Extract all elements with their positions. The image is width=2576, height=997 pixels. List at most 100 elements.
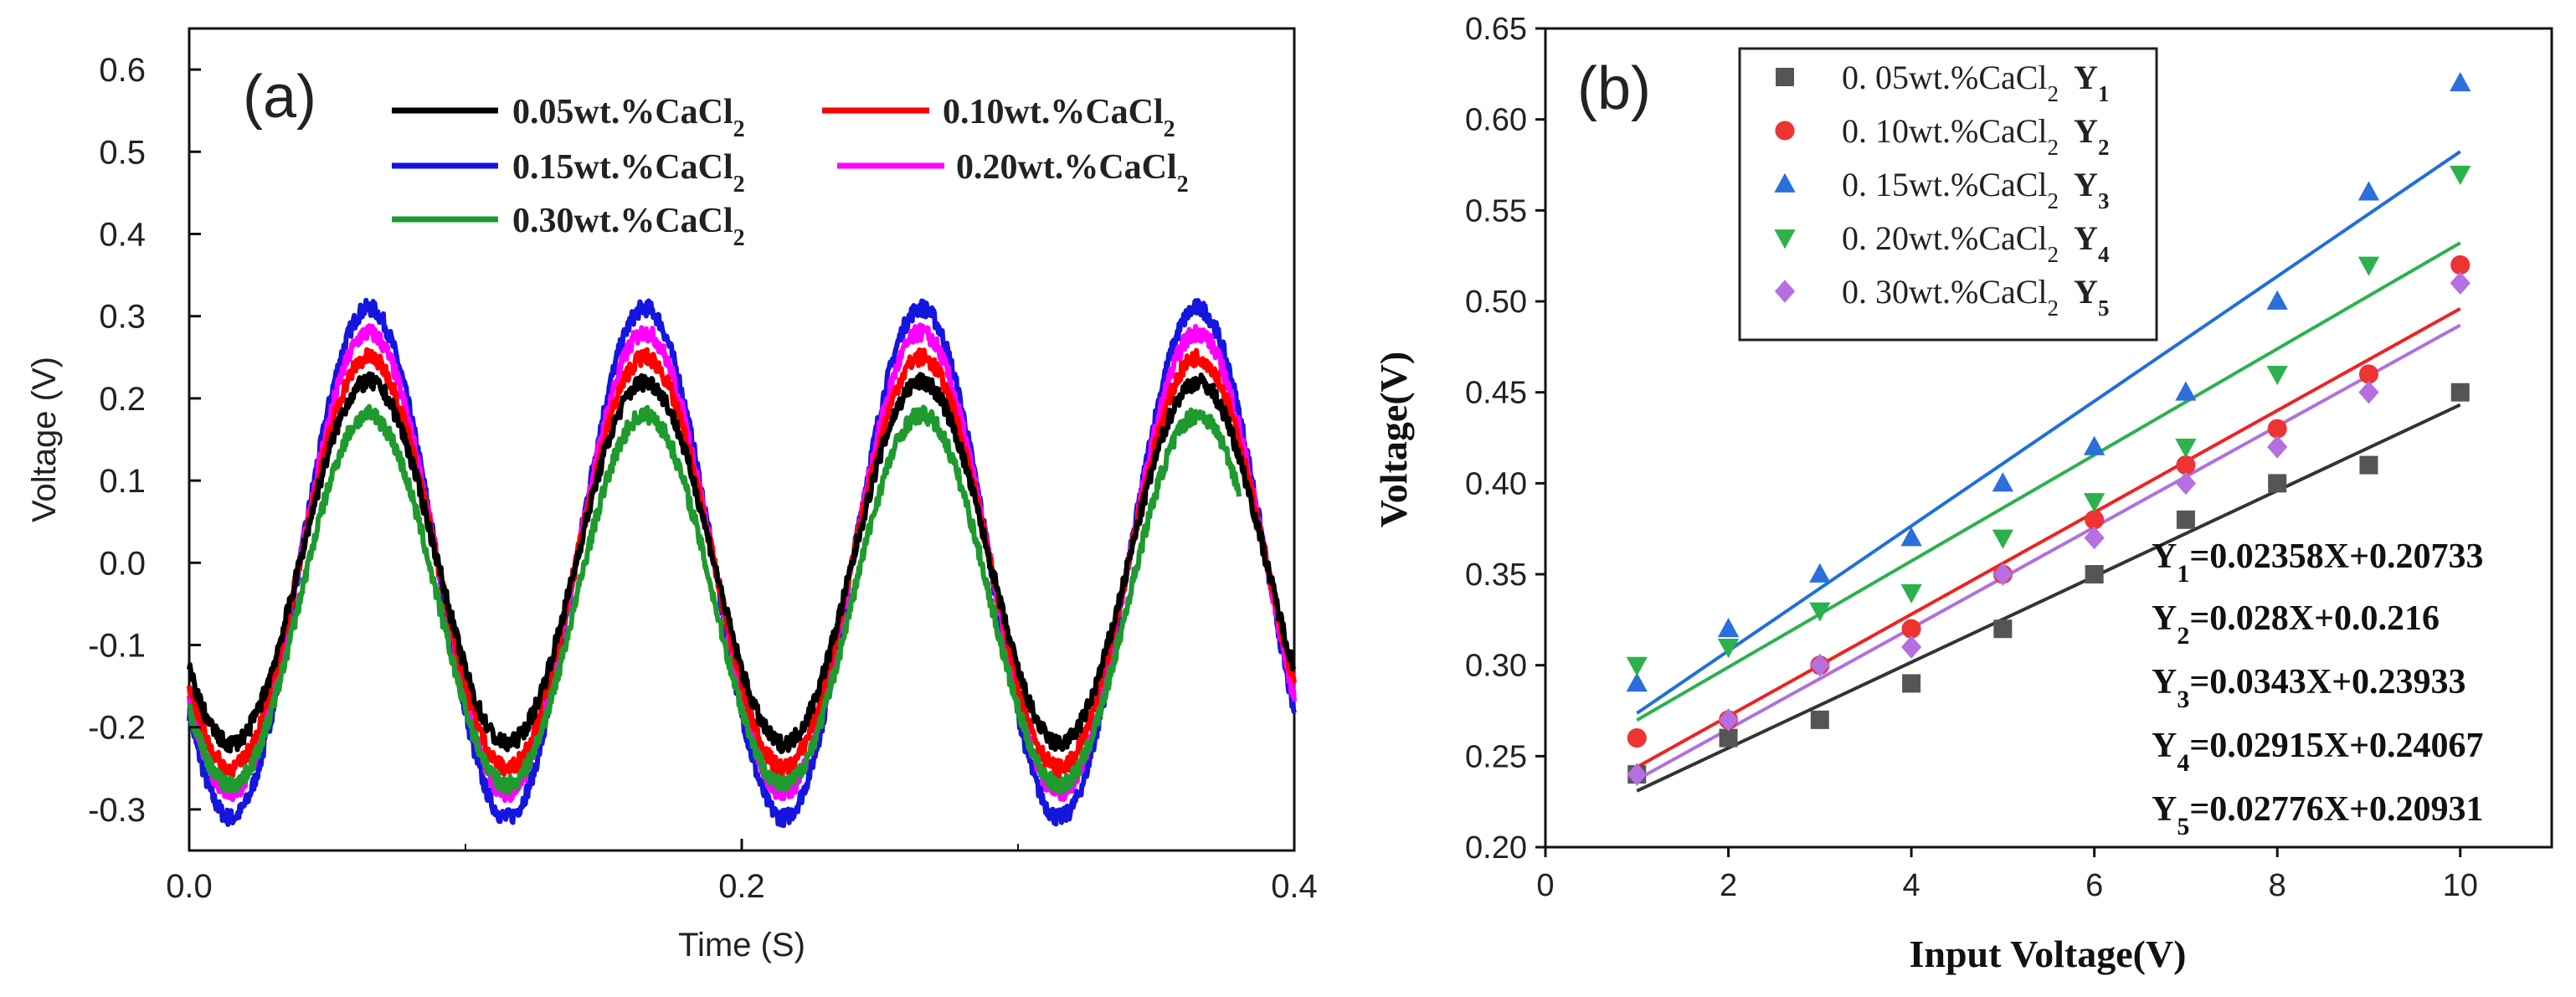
b-x-tick-label: 4 — [1903, 868, 1920, 903]
b-point-s5 — [1718, 708, 1739, 732]
legend-a-label-1: 0.05wt.%CaCl2 — [512, 93, 745, 142]
panel-b-fit-lines — [1636, 150, 2461, 793]
b-point-s3 — [2266, 290, 2288, 310]
panel-a-x-axis-title: Time (S) — [678, 927, 805, 964]
b-point-s4 — [1992, 529, 2014, 549]
b-y-tick-label: 0.45 — [1465, 376, 1527, 411]
a-y-tick-label: 0.1 — [99, 463, 146, 500]
a-y-tick-label: 0.2 — [99, 381, 146, 418]
b-fit-line-1 — [1636, 403, 2461, 793]
panel-b-x-ticks: 0 2 4 6 8 10 — [1536, 847, 2478, 903]
panel-b-points — [1626, 72, 2471, 786]
b-point-s3 — [2175, 381, 2197, 401]
panel-a: -0.3 -0.2 -0.1 0.0 0.1 0.2 0.3 0.4 0.5 0.6 0.0 0.2… — [26, 27, 1318, 964]
b-x-tick-label: 10 — [2443, 868, 2478, 903]
b-point-s5 — [2084, 526, 2105, 550]
a-x-tick-label: 0.0 — [166, 868, 213, 905]
b-x-tick-label: 8 — [2269, 868, 2286, 903]
b-point-s4 — [2175, 438, 2197, 459]
legend-a-entry-2: 0.10wt.%CaCl2 — [822, 93, 1175, 142]
b-fit-line-5 — [1636, 323, 2461, 782]
legend-a-label-5: 0.30wt.%CaCl2 — [512, 202, 745, 251]
b-point-s2 — [2358, 364, 2379, 384]
equation-y5: Y5=0.02776X+0.20931 — [2152, 790, 2484, 840]
panel-a-legend: 0.05wt.%CaCl2 0.10wt.%CaCl2 0.15wt.%CaCl… — [392, 93, 1189, 251]
panel-b-frame — [1544, 27, 2553, 849]
a-y-tick-label: 0.0 — [99, 545, 146, 582]
legend-b-label-2: 0. 10wt.%CaCl2 Y2 — [1842, 112, 2109, 160]
b-point-s1 — [1902, 674, 1921, 693]
b-y-tick-label: 0.20 — [1465, 830, 1527, 866]
panel-b-y-ticks: 0.20 0.25 0.30 0.35 0.40 0.45 0.50 0.55 0.60 0.65 — [1465, 12, 1545, 866]
panel-a-label: (a) — [243, 64, 316, 131]
b-y-tick-label: 0.60 — [1465, 103, 1527, 138]
b-point-s3 — [1809, 563, 1831, 583]
a-y-tick-label: 0.3 — [99, 299, 146, 336]
legend-b-marker-5 — [1774, 280, 1796, 303]
legend-b-marker-3 — [1774, 172, 1796, 193]
b-y-tick-label: 0.65 — [1465, 12, 1527, 47]
legend-a-entry-3: 0.15wt.%CaCl2 — [392, 148, 745, 198]
legend-a-label-2: 0.10wt.%CaCl2 — [943, 93, 1175, 142]
b-point-s1 — [2085, 565, 2104, 583]
equation-y3: Y3=0.0343X+0.23933 — [2152, 663, 2466, 713]
b-point-s3 — [1992, 472, 2014, 492]
legend-b-marker-1 — [1776, 68, 1794, 86]
b-y-tick-label: 0.50 — [1465, 285, 1527, 320]
panel-b-x-axis-title: Input Voltage(V) — [1909, 933, 2186, 975]
b-point-s2 — [2176, 455, 2196, 475]
b-point-s1 — [1719, 728, 1738, 748]
panel-a-y-ticks: -0.3 -0.2 -0.1 0.0 0.1 0.2 0.3 0.4 0.5 0.6 — [88, 52, 201, 829]
panel-b-legend: 0. 05wt.%CaCl2 Y1 0. 10wt.%CaCl2 Y2 0. 15w… — [1738, 47, 2158, 342]
b-point-s2 — [2450, 254, 2471, 275]
b-fit-line-4 — [1636, 241, 2461, 722]
a-y-tick-label: 0.4 — [99, 217, 146, 254]
b-point-s5 — [1627, 763, 1648, 786]
b-point-s3 — [1900, 527, 1922, 547]
legend-a-entry-1: 0.05wt.%CaCl2 — [392, 93, 745, 142]
b-point-s4 — [1809, 602, 1831, 622]
b-fit-line-2 — [1636, 306, 2461, 769]
legend-b-label-1: 0. 05wt.%CaCl2 Y1 — [1842, 59, 2109, 106]
a-y-tick-label: -0.3 — [88, 792, 146, 829]
b-point-s4 — [2450, 165, 2471, 186]
a-y-tick-label: 0.5 — [99, 134, 146, 171]
panel-b: 0.20 0.25 0.30 0.35 0.40 0.45 0.50 0.55 0.60 0.65… — [1372, 12, 2553, 975]
legend-b-label-3: 0. 15wt.%CaCl2 Y3 — [1842, 166, 2109, 213]
legend-a-entry-5: 0.30wt.%CaCl2 — [392, 202, 745, 251]
legend-a-entry-4: 0.20wt.%CaCl2 — [837, 148, 1189, 198]
b-point-s3 — [2357, 181, 2380, 201]
b-point-s4 — [1626, 656, 1648, 676]
a-y-tick-label: -0.2 — [88, 710, 146, 747]
equation-y4: Y4=0.02915X+0.24067 — [2152, 727, 2484, 777]
a-series-line-1 — [187, 371, 1297, 754]
a-y-tick-label: -0.1 — [88, 628, 146, 665]
b-point-s5 — [1900, 635, 1922, 659]
b-point-s1 — [2450, 383, 2470, 402]
b-fit-line-3 — [1636, 150, 2461, 715]
b-y-tick-label: 0.35 — [1465, 558, 1527, 593]
b-point-s3 — [1626, 672, 1648, 692]
b-y-tick-label: 0.25 — [1465, 739, 1527, 774]
b-point-s2 — [2085, 510, 2105, 530]
b-point-s4 — [1717, 639, 1740, 659]
b-point-s4 — [1900, 583, 1922, 604]
b-y-tick-label: 0.40 — [1465, 466, 1527, 501]
b-x-tick-label: 2 — [1720, 868, 1737, 903]
b-y-tick-label: 0.30 — [1465, 649, 1527, 684]
legend-b-marker-2 — [1775, 121, 1795, 141]
b-point-s2 — [1627, 728, 1647, 748]
b-point-s3 — [2083, 435, 2106, 455]
b-point-s1 — [1993, 619, 2013, 639]
b-x-tick-label: 0 — [1536, 868, 1554, 903]
b-point-s1 — [2359, 455, 2378, 475]
b-point-s4 — [2083, 493, 2106, 513]
a-x-tick-label: 0.4 — [1271, 868, 1318, 905]
equation-y1: Y1=0.02358X+0.20733 — [2152, 537, 2484, 588]
a-x-tick-label: 0.2 — [718, 868, 765, 905]
equation-y2: Y2=0.028X+0.0.216 — [2152, 599, 2440, 650]
b-point-s5 — [1992, 563, 2013, 586]
b-point-s4 — [2266, 366, 2288, 386]
b-x-tick-label: 6 — [2085, 868, 2103, 903]
